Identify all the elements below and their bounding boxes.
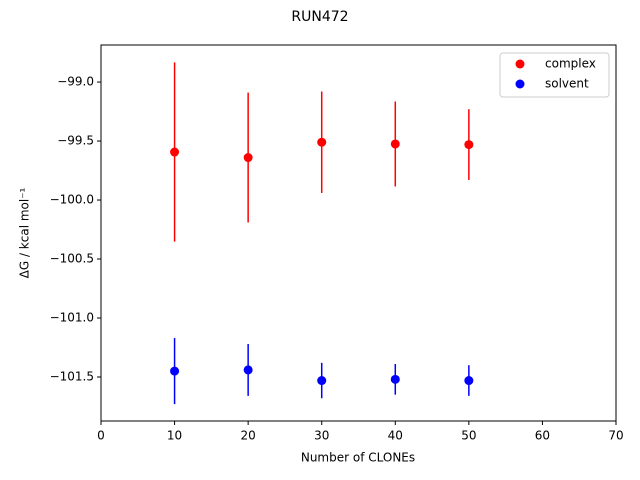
point — [464, 376, 474, 386]
x-tick-label: 10 — [167, 429, 182, 443]
legend-marker — [515, 79, 525, 89]
point — [464, 140, 474, 150]
point — [170, 147, 180, 157]
point — [390, 139, 400, 149]
legend-label: complex — [545, 57, 596, 71]
y-tick-label: −101.0 — [50, 311, 94, 325]
point — [243, 153, 253, 163]
y-tick-label: −100.0 — [50, 193, 94, 207]
x-tick-label: 70 — [608, 429, 623, 443]
x-tick-label: 0 — [97, 429, 105, 443]
y-tick-label: −99.5 — [57, 134, 94, 148]
y-tick-label: −101.5 — [50, 369, 94, 383]
chart-title: RUN472 — [291, 9, 348, 25]
x-tick-label: 30 — [314, 429, 329, 443]
point — [390, 374, 400, 384]
x-tick-label: 60 — [535, 429, 550, 443]
y-tick-label: −100.5 — [50, 252, 94, 266]
y-tick-label: −99.0 — [57, 75, 94, 89]
x-tick-label: 20 — [241, 429, 256, 443]
legend-label: solvent — [545, 77, 589, 91]
legend-marker — [515, 59, 525, 69]
point — [317, 376, 327, 386]
x-tick-label: 50 — [461, 429, 476, 443]
x-tick-label: 40 — [388, 429, 403, 443]
legend-box — [499, 52, 610, 98]
plot-frame — [100, 44, 617, 422]
point — [243, 365, 253, 375]
x-axis-label: Number of CLONEs — [301, 451, 415, 465]
y-axis-label: ΔG / kcal mol⁻¹ — [18, 187, 32, 278]
point — [170, 366, 180, 376]
point — [317, 137, 327, 147]
